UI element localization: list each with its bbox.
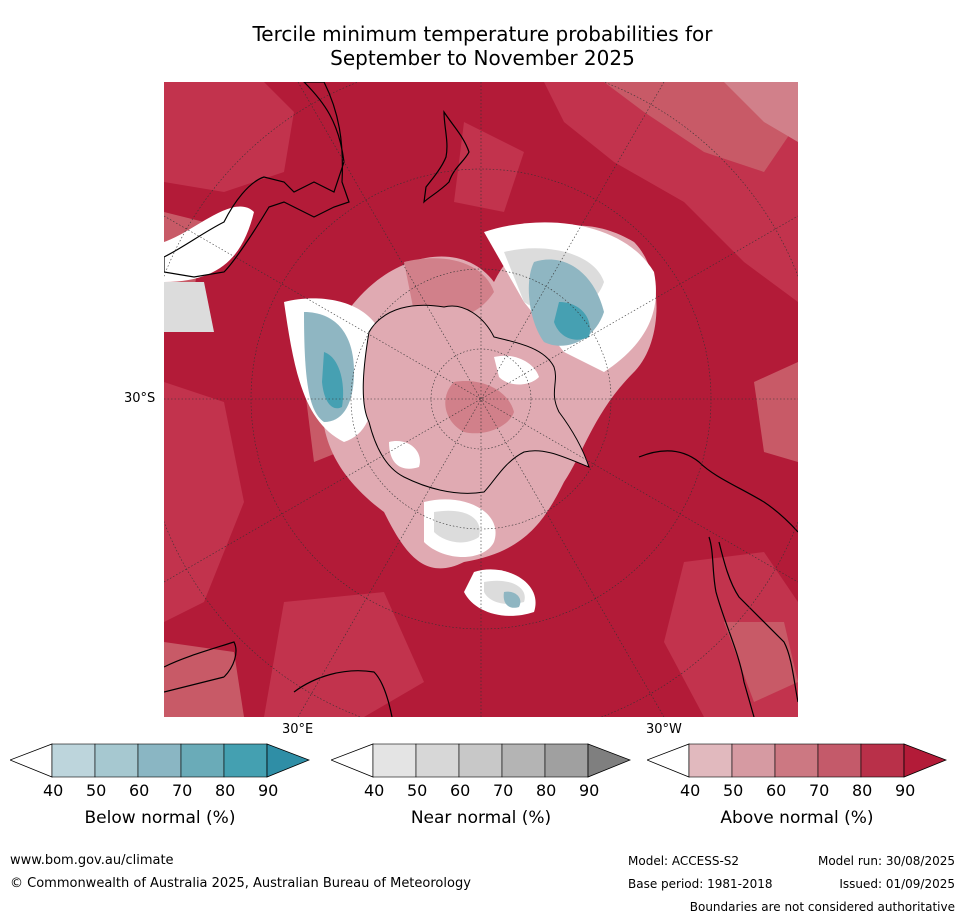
probability-map [164, 82, 798, 717]
colorbar-below-normal: 40 50 60 70 80 90 [8, 743, 311, 807]
colorbar-near-label: Near normal (%) [410, 808, 552, 828]
below-normal-patches [304, 259, 604, 608]
tick-label: 50 [86, 781, 107, 800]
colorbar-above-label: Above normal (%) [720, 808, 874, 828]
tick-label: 40 [680, 781, 701, 800]
above-normal-patches [164, 82, 798, 717]
graticule [164, 82, 798, 717]
colorbar-block [372, 743, 417, 778]
africa-outline [164, 641, 393, 717]
tick-label: 70 [493, 781, 514, 800]
colorbar-above-ticks: 40 50 60 70 80 90 [647, 781, 947, 801]
tick-label: 70 [172, 781, 193, 800]
colorbar-below-label: Below normal (%) [84, 808, 236, 828]
new-zealand-outline [423, 110, 470, 204]
colorbar-block [180, 743, 225, 778]
colorbar-near-svg [329, 743, 632, 778]
lon-label-30w: 30°W [646, 722, 682, 737]
australia-outline [164, 82, 350, 278]
colorbar-block [544, 743, 589, 778]
colorbar-block [774, 743, 819, 778]
disclaimer-text: Boundaries are not considered authoritat… [689, 900, 955, 914]
colorbar-near-ticks: 40 50 60 70 80 90 [331, 781, 631, 801]
colorbar-below-ticks: 40 50 60 70 80 90 [10, 781, 310, 801]
colorbar-below-high-arrow [266, 743, 311, 778]
colorbar-block [817, 743, 862, 778]
colorbar-above-normal: 40 50 60 70 80 90 [645, 743, 948, 807]
colorbar-block [860, 743, 905, 778]
tick-label: 40 [43, 781, 64, 800]
colorbar-near-high-arrow [587, 743, 632, 778]
tick-label: 90 [258, 781, 279, 800]
tick-label: 80 [536, 781, 557, 800]
colorbar-near-normal: 40 50 60 70 80 90 [329, 743, 632, 807]
tick-label: 70 [809, 781, 830, 800]
colorbar-block [94, 743, 139, 778]
colorbar-block [731, 743, 776, 778]
colorbar-above-svg [645, 743, 948, 778]
tick-label: 90 [579, 781, 600, 800]
lon-label-30e: 30°E [282, 722, 314, 737]
colorbar-below-svg [8, 743, 311, 778]
tick-label: 50 [407, 781, 428, 800]
colorbar-block [137, 743, 182, 778]
south-america-outline [638, 450, 798, 717]
model-text: Model: ACCESS-S2 [628, 854, 740, 868]
copyright-text: © Commonwealth of Australia 2025, Austra… [10, 876, 471, 891]
tick-label: 80 [852, 781, 873, 800]
map-svg [164, 82, 798, 717]
tick-label: 90 [895, 781, 916, 800]
tick-label: 50 [723, 781, 744, 800]
title-line-2: September to November 2025 [330, 46, 635, 70]
colorbar-below-low-arrow [8, 743, 53, 778]
colorbar-above-low-arrow [645, 743, 690, 778]
map-title: Tercile minimum temperature probabilitie… [0, 22, 965, 70]
colorbar-near-low-arrow [329, 743, 374, 778]
issued-text: Issued: 01/09/2025 [839, 877, 955, 891]
colorbar-block [223, 743, 268, 778]
colorbar-block [688, 743, 733, 778]
colorbar-block [51, 743, 96, 778]
model-run-text: Model run: 30/08/2025 [817, 854, 955, 868]
tick-label: 60 [766, 781, 787, 800]
colorbar-block [415, 743, 460, 778]
tick-label: 60 [129, 781, 150, 800]
colorbar-block [458, 743, 503, 778]
tick-label: 40 [364, 781, 385, 800]
website-link[interactable]: www.bom.gov.au/climate [10, 853, 174, 868]
lat-label-30s: 30°S [124, 391, 156, 406]
colorbar-block [501, 743, 546, 778]
colorbar-above-high-arrow [903, 743, 948, 778]
base-period-text: Base period: 1981-2018 [628, 877, 773, 891]
tick-label: 80 [215, 781, 236, 800]
title-line-1: Tercile minimum temperature probabilitie… [252, 22, 713, 46]
tick-label: 60 [450, 781, 471, 800]
